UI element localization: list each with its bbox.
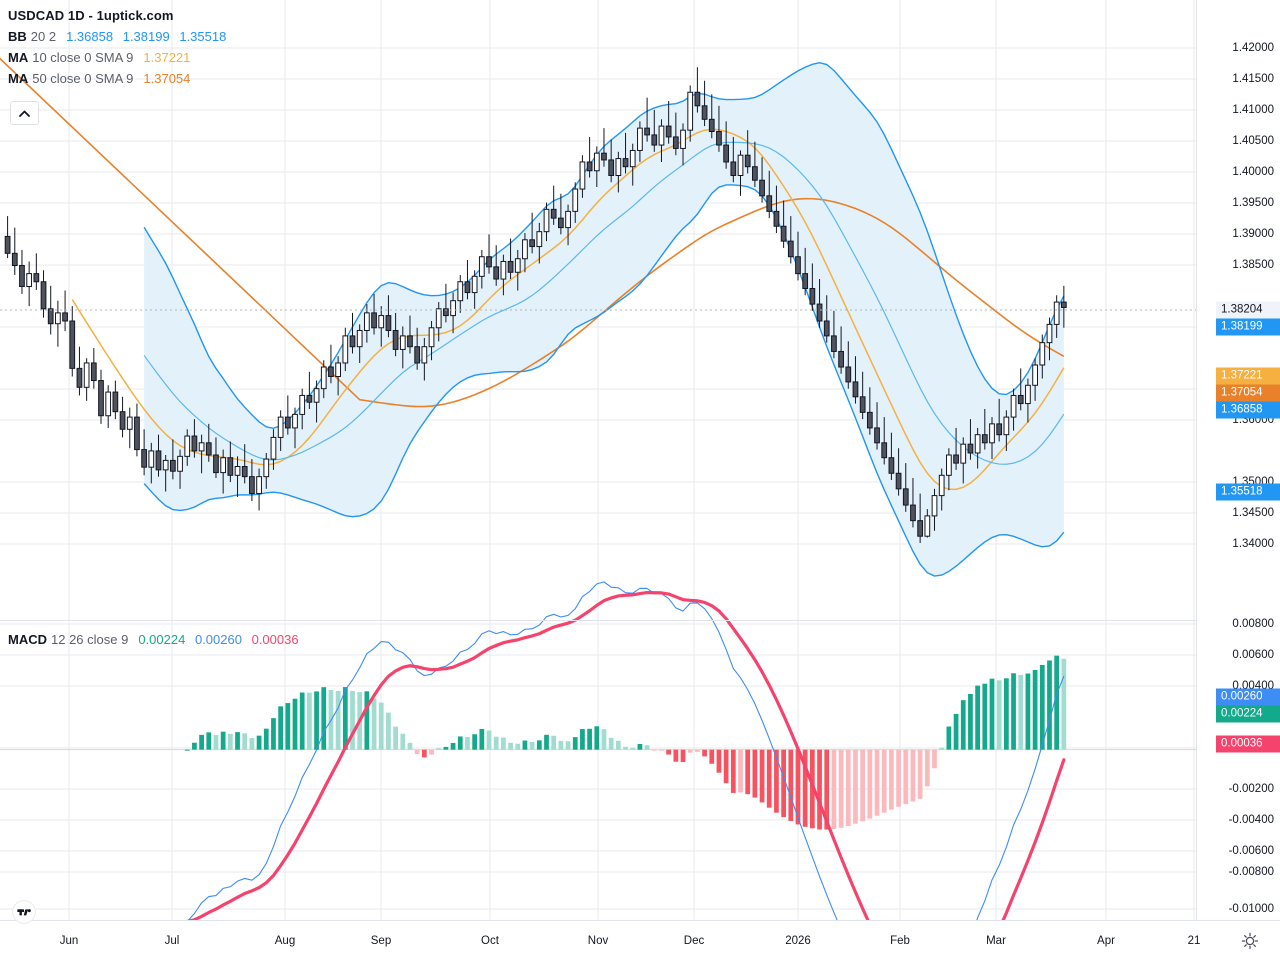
macd-indicator-params: 12 26 close 9 (51, 632, 129, 647)
last-price-tag[interactable]: 1.38204 (1216, 301, 1280, 319)
bb-lower-tag[interactable]: 1.36858 (1216, 401, 1280, 419)
legend-macd-row[interactable]: MACD 12 26 close 9 0.00224 0.00260 0.000… (8, 629, 305, 650)
page-title: USDCAD 1D - 1uptick.com (8, 8, 174, 23)
tradingview-logo[interactable] (12, 900, 36, 924)
macd-indicator-name: MACD (8, 632, 47, 647)
time-axis-label: Oct (481, 935, 499, 947)
macd-axis-tick: -0.00800 (1228, 866, 1274, 878)
bollinger-band-fill (144, 62, 1064, 577)
macd-axis-tick: 0.00800 (1232, 618, 1274, 630)
price-axis-tick: 1.42000 (1232, 42, 1274, 54)
price-axis-tick: 1.39500 (1232, 197, 1274, 209)
ma50-line (0, 57, 1065, 408)
macd-line (186, 581, 1065, 960)
chart-legend: USDCAD 1D - 1uptick.com BB 20 2 1.36858 … (8, 5, 232, 89)
macd-hist-tag[interactable]: 0.00036 (1216, 735, 1280, 753)
macd-signal-tag[interactable]: 0.00260 (1216, 688, 1280, 706)
macd-legend: MACD 12 26 close 9 0.00224 0.00260 0.000… (8, 629, 305, 650)
bb-value-upper: 1.38199 (122, 29, 170, 44)
legend-ma10-row[interactable]: MA 10 close 0 SMA 9 1.37221 (8, 47, 232, 68)
time-axis-label: Jul (164, 935, 180, 947)
ma50-tag[interactable]: 1.37054 (1216, 384, 1280, 402)
macd-axis-tick: -0.00200 (1228, 783, 1274, 795)
time-axis[interactable]: Jun Jul Aug Sep Oct Nov Dec 2026 Feb Mar Apr 21 (0, 920, 1280, 961)
macd-value-hist: 0.00036 (251, 632, 299, 647)
price-axis-tick: 1.39000 (1232, 228, 1274, 240)
time-axis-label: Aug (274, 935, 296, 947)
time-axis-label: Mar (986, 935, 1006, 947)
price-axis-tick: 1.34000 (1232, 538, 1274, 550)
bb-indicator-params: 20 2 (30, 29, 57, 44)
collapse-legend-button[interactable] (10, 101, 39, 125)
price-axis-tick: 1.40500 (1232, 135, 1274, 147)
candlestick-series[interactable] (4, 67, 1067, 543)
ma50-indicator-name: MA (8, 71, 29, 86)
ma50-indicator-params: 50 close 0 SMA 9 (32, 71, 134, 86)
time-axis-label: Feb (890, 935, 910, 947)
macd-axis-tick: -0.00400 (1228, 814, 1274, 826)
ma10-indicator-name: MA (8, 50, 29, 65)
bb-basis-tag[interactable]: 1.38199 (1216, 318, 1280, 336)
macd-value-signal: 0.00260 (194, 632, 242, 647)
legend-symbol-row: USDCAD 1D - 1uptick.com (8, 5, 232, 26)
macd-signal-line (185, 590, 1066, 960)
legend-ma50-row[interactable]: MA 50 close 0 SMA 9 1.37054 (8, 68, 232, 89)
time-axis-label: Apr (1097, 935, 1115, 947)
time-axis-label: Jun (59, 935, 79, 947)
chevron-up-icon (19, 110, 30, 117)
legend-bb-row[interactable]: BB 20 2 1.36858 1.38199 1.35518 (8, 26, 232, 47)
time-axis-label: 21 (1187, 935, 1201, 947)
time-axis-label: Sep (370, 935, 392, 947)
price-axis-tick: 1.41000 (1232, 104, 1274, 116)
bb-value-lower: 1.35518 (179, 29, 227, 44)
price-axis[interactable]: 1.42000 1.41500 1.41000 1.40500 1.40000 1.395… (1196, 0, 1280, 920)
pane-separator (0, 620, 1196, 621)
macd-axis-tick: 0.00600 (1232, 649, 1274, 661)
bb-bottom-tag[interactable]: 1.35518 (1216, 483, 1280, 501)
ma50-value: 1.37054 (143, 71, 191, 86)
ma10-value: 1.37221 (143, 50, 191, 65)
price-axis-border (1196, 0, 1197, 920)
price-axis-tick: 1.34500 (1232, 507, 1274, 519)
time-axis-label: Nov (587, 935, 609, 947)
time-axis-label: 2026 (785, 935, 811, 947)
price-axis-tick: 1.41500 (1232, 73, 1274, 85)
bb-value-basis: 1.36858 (66, 29, 114, 44)
time-axis-label: Dec (683, 935, 705, 947)
macd-axis-tick: -0.00600 (1228, 845, 1274, 857)
price-axis-tick: 1.40000 (1232, 166, 1274, 178)
bb-lower-line (143, 184, 1065, 577)
settings-gear-icon[interactable] (1241, 932, 1259, 950)
ma10-tag[interactable]: 1.37221 (1216, 367, 1280, 385)
macd-line-tag[interactable]: 0.00224 (1216, 705, 1280, 723)
bb-indicator-name: BB (8, 29, 27, 44)
macd-value-line: 0.00224 (138, 632, 186, 647)
macd-axis-tick: -0.01000 (1228, 903, 1274, 915)
price-axis-tick: 1.38500 (1232, 259, 1274, 271)
bb-basis-line (143, 141, 1065, 465)
ma10-indicator-params: 10 close 0 SMA 9 (32, 50, 134, 65)
